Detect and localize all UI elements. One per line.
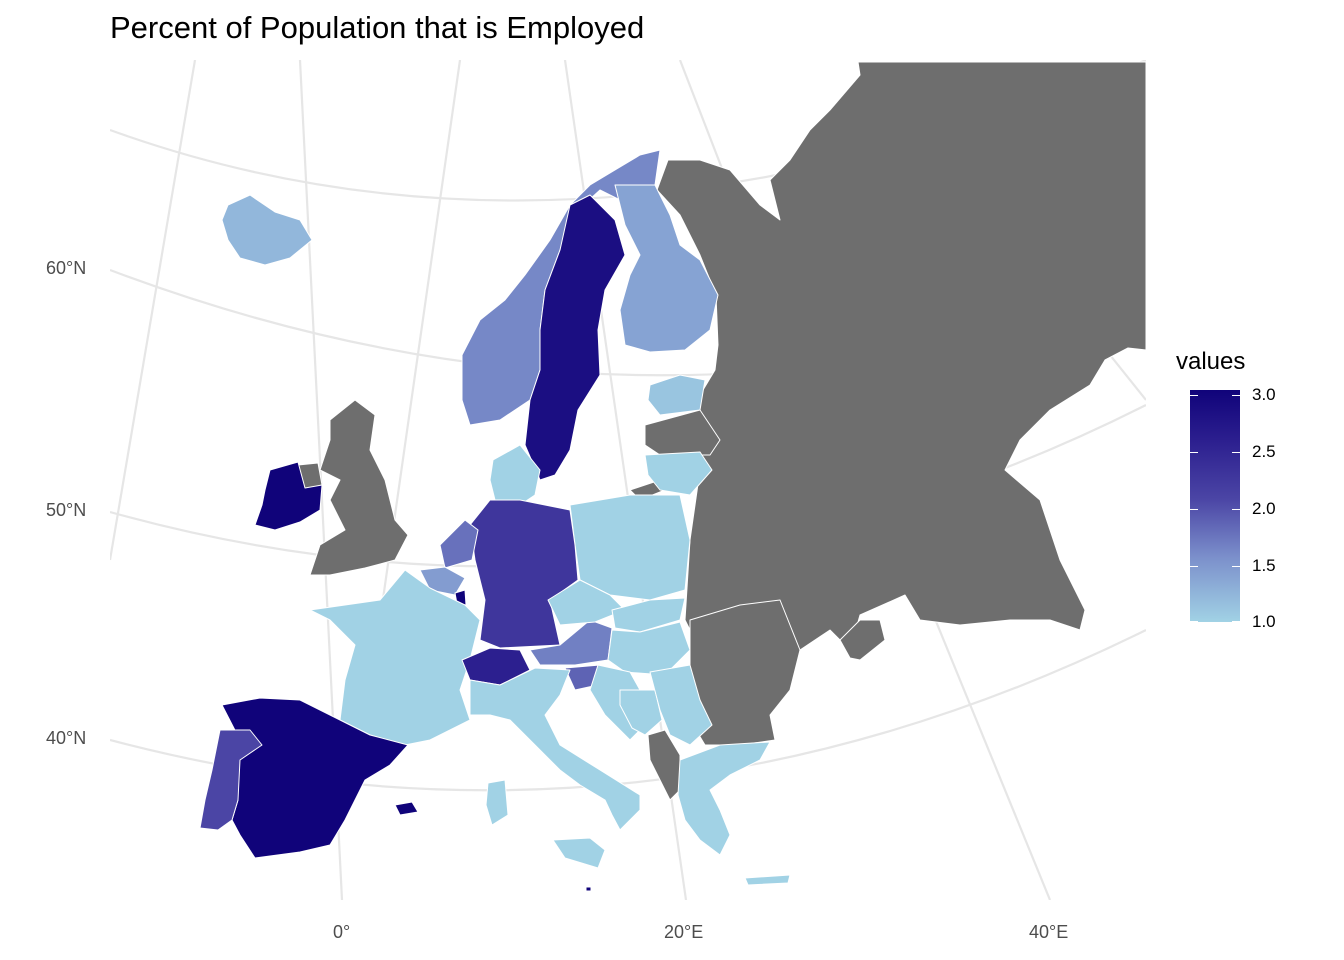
region-albania-montenegro[interactable] (647, 729, 681, 801)
legend-tick-mark (1190, 566, 1198, 567)
legend-tick-mark (1232, 566, 1240, 567)
legend-tick-mark (1190, 621, 1198, 622)
lon-label-40e: 40°E (1029, 922, 1069, 942)
region-poland[interactable] (569, 494, 691, 601)
region-france[interactable] (309, 569, 481, 746)
map-panel (110, 60, 1146, 900)
region-hungary[interactable] (607, 621, 691, 676)
region-iceland[interactable] (221, 194, 313, 266)
legend-tick-mark (1190, 509, 1198, 510)
region-portugal[interactable] (199, 729, 263, 831)
lat-label-40n: 40°N (46, 728, 87, 748)
legend-tick-mark (1232, 621, 1240, 622)
legend-tick-mark (1190, 395, 1198, 396)
lon-label-0: 0° (333, 922, 351, 942)
region-slovakia[interactable] (611, 597, 686, 633)
legend-tick-label-1-5: 1.5 (1252, 556, 1276, 575)
region-russia-belarus-ukraine[interactable] (656, 61, 1146, 701)
region-estonia[interactable] (647, 374, 706, 416)
legend-title: values (1176, 348, 1246, 375)
legend-tick-label-2-0: 2.0 (1252, 499, 1276, 518)
region-germany[interactable] (469, 499, 579, 649)
region-malta[interactable] (585, 886, 592, 892)
lat-label-60n: 60°N (46, 258, 87, 278)
region-lithuania[interactable] (644, 451, 713, 496)
legend-color-bar (1190, 390, 1240, 622)
legend-tick-label-3-0: 3.0 (1252, 385, 1276, 404)
meridian-w10 (110, 60, 197, 561)
region-sweden[interactable] (524, 194, 626, 481)
region-serbia[interactable] (649, 664, 713, 746)
region-ireland[interactable] (254, 461, 323, 531)
lon-label-20e: 20°E (664, 922, 704, 942)
region-crete[interactable] (744, 874, 791, 886)
legend-tick-label-2-5: 2.5 (1252, 442, 1276, 461)
region-sicily[interactable] (552, 837, 606, 869)
region-uk[interactable] (309, 399, 409, 576)
region-greece[interactable] (677, 741, 771, 856)
legend-tick-mark (1190, 452, 1198, 453)
region-crimea[interactable] (839, 619, 886, 661)
legend-tick-mark (1232, 509, 1240, 510)
region-denmark[interactable] (489, 444, 541, 506)
region-balearic[interactable] (394, 801, 419, 816)
region-sardinia[interactable] (485, 779, 509, 826)
legend-tick-label-1-0: 1.0 (1252, 612, 1276, 631)
region-netherlands[interactable] (439, 519, 479, 569)
legend-tick-mark (1232, 452, 1240, 453)
region-italy[interactable] (469, 667, 641, 831)
region-finland[interactable] (614, 184, 719, 353)
lat-label-50n: 50°N (46, 500, 87, 520)
map-title: Percent of Population that is Employed (110, 10, 645, 45)
legend-tick-mark (1232, 395, 1240, 396)
